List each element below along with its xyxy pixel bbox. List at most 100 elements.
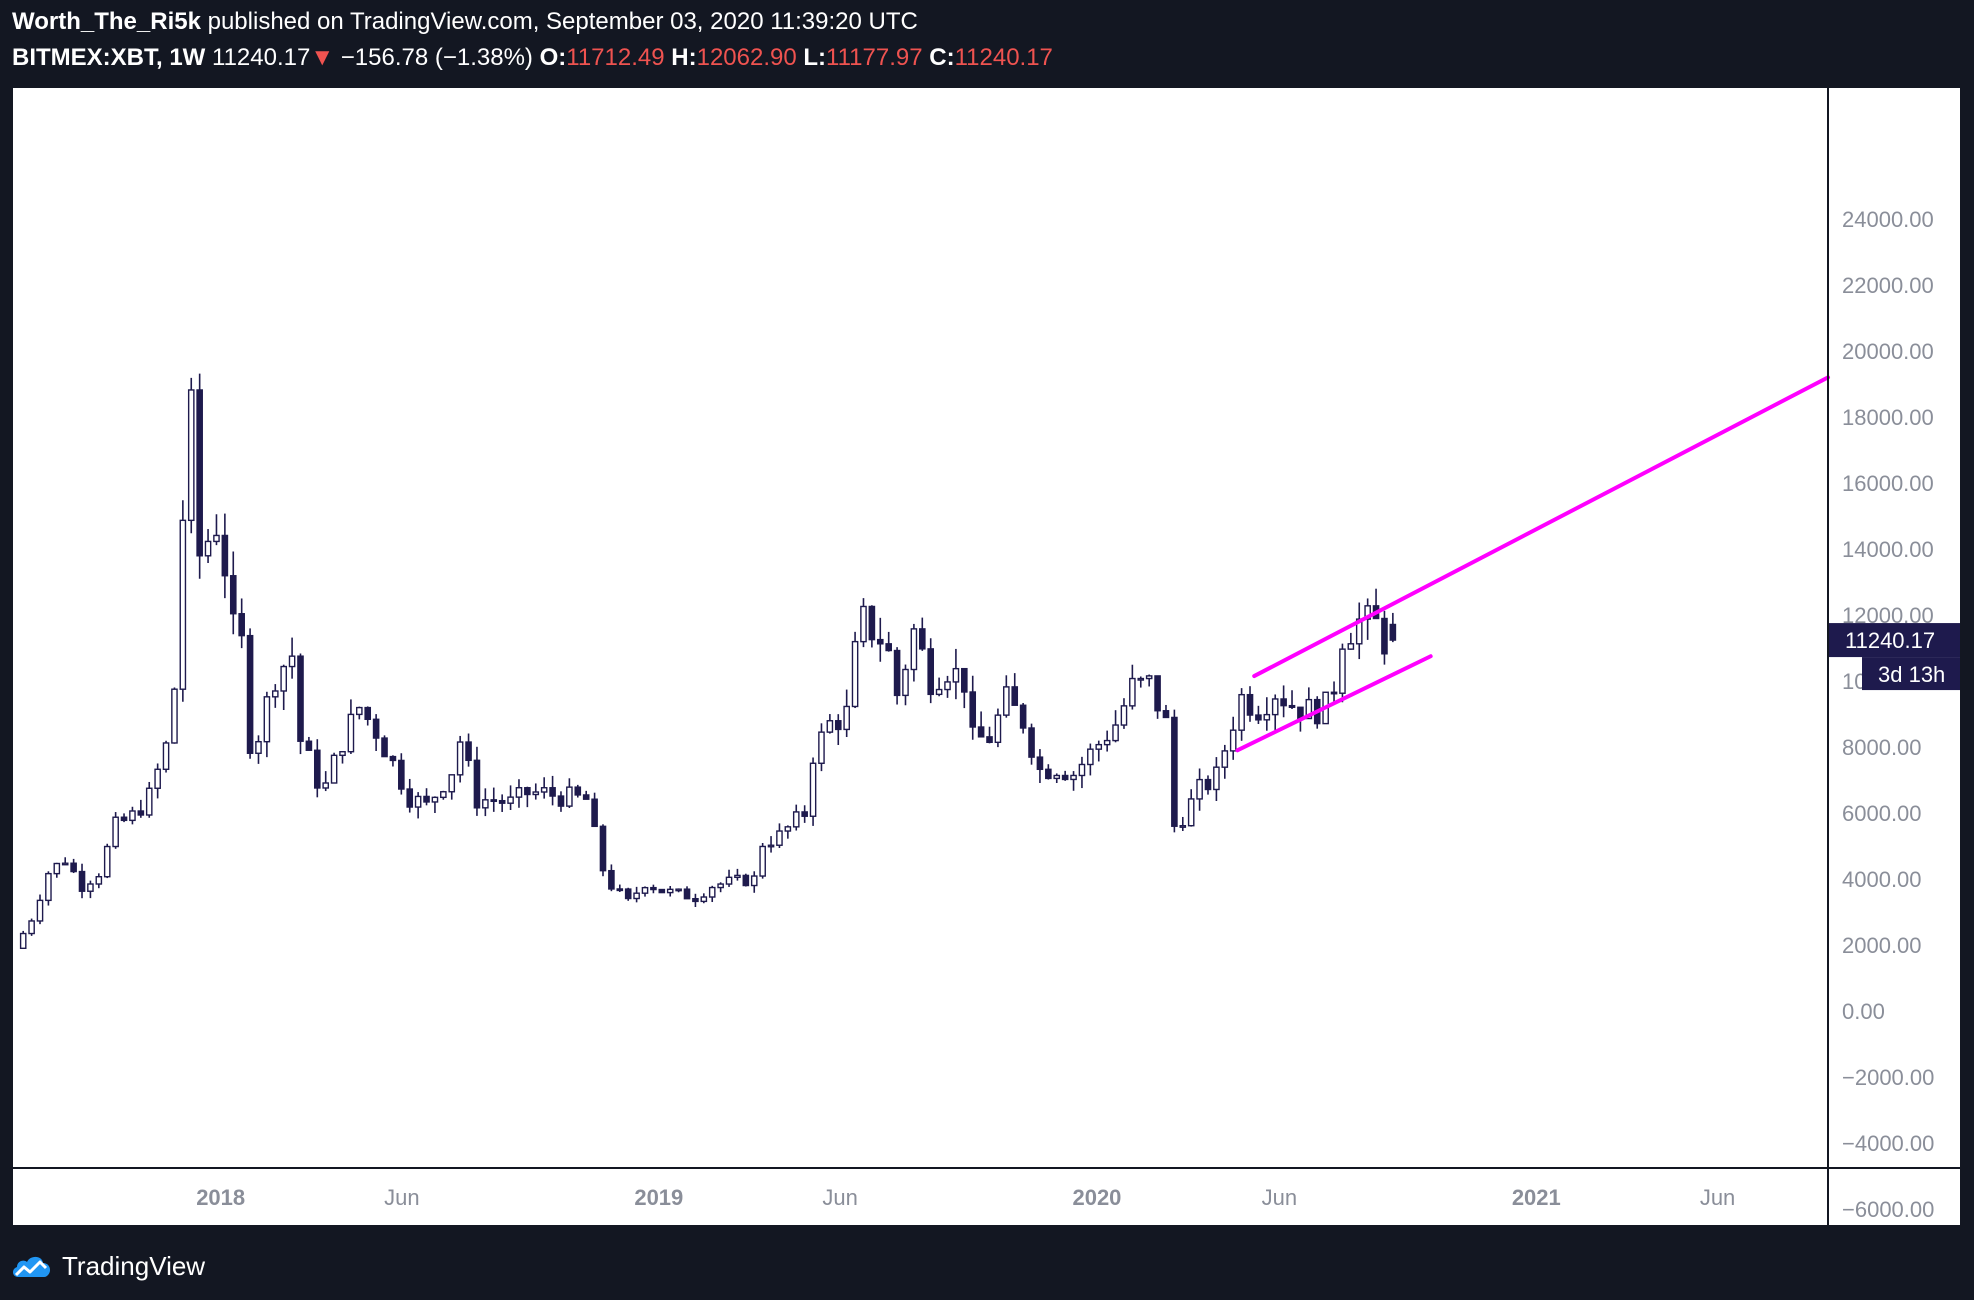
candle-body bbox=[1003, 686, 1010, 716]
candle-body bbox=[221, 534, 229, 577]
candle-body bbox=[532, 791, 540, 796]
candle-body bbox=[1229, 729, 1237, 752]
y-tick-label: 2000.00 bbox=[1842, 933, 1922, 958]
x-tick-label: Jun bbox=[384, 1185, 419, 1210]
candle-body bbox=[1028, 727, 1035, 758]
candle-body bbox=[280, 665, 287, 692]
y-tick-label: 20000.00 bbox=[1842, 339, 1934, 364]
candle-body bbox=[1196, 778, 1203, 800]
candle-body bbox=[406, 788, 414, 808]
candle-body bbox=[431, 796, 439, 803]
candle-body bbox=[1061, 774, 1069, 781]
x-tick-label: 2021 bbox=[1512, 1185, 1561, 1210]
brand-name[interactable]: TradingView bbox=[62, 1250, 206, 1281]
candle-body bbox=[1129, 677, 1136, 707]
candle-body bbox=[1271, 698, 1279, 716]
countdown-tag-label: 3d 13h bbox=[1878, 662, 1945, 687]
candles-layer bbox=[19, 373, 1397, 950]
candle-body bbox=[213, 534, 220, 543]
candle-body bbox=[53, 862, 61, 875]
down-arrow-icon: ▼ bbox=[310, 44, 335, 71]
x-tick-label: 2018 bbox=[196, 1185, 245, 1210]
candle-body bbox=[566, 786, 573, 807]
candle-body bbox=[977, 726, 985, 738]
candle-body bbox=[440, 791, 447, 799]
candle-body bbox=[322, 782, 330, 789]
candle-body bbox=[95, 876, 103, 885]
time-axis: 2018 Jun 2019 Jun 2020 Jun 2021 Jun bbox=[196, 1185, 1735, 1210]
candle-body bbox=[1221, 750, 1229, 768]
candle-body bbox=[473, 759, 481, 809]
candle-body bbox=[120, 816, 128, 822]
high-value: 12062.90 bbox=[696, 44, 797, 71]
candle-body bbox=[36, 899, 44, 922]
candle-body bbox=[271, 690, 279, 698]
y-tick-label: 14000.00 bbox=[1842, 537, 1934, 562]
price-chart[interactable]: 24000.00 22000.00 20000.00 18000.00 16000.00… bbox=[13, 88, 1960, 1225]
trendline-upper bbox=[1252, 375, 1830, 679]
candle-body bbox=[944, 681, 951, 691]
y-tick-label: 16000.00 bbox=[1842, 471, 1934, 496]
candle-body bbox=[524, 787, 531, 796]
candle-body bbox=[1280, 698, 1287, 707]
candle-body bbox=[658, 888, 666, 894]
candle-body bbox=[414, 795, 422, 808]
x-tick-label: Jun bbox=[822, 1185, 857, 1210]
candle-body bbox=[1381, 617, 1388, 655]
low-value: 11177.97 bbox=[826, 44, 923, 71]
candle-body bbox=[969, 691, 977, 728]
candle-body bbox=[557, 795, 565, 807]
candle-body bbox=[683, 888, 691, 900]
candle-body bbox=[229, 575, 237, 615]
candle-body bbox=[1137, 677, 1145, 681]
candle-body bbox=[1095, 743, 1103, 750]
candle-body bbox=[45, 872, 52, 902]
candle-body bbox=[490, 799, 498, 803]
candle-body bbox=[112, 816, 119, 848]
candle-body bbox=[860, 605, 867, 643]
candle-body bbox=[1179, 825, 1187, 828]
candle-body bbox=[776, 830, 783, 846]
candle-body bbox=[196, 389, 203, 557]
candle-body bbox=[1171, 716, 1178, 827]
candle-body bbox=[1355, 618, 1363, 645]
candle-body bbox=[1347, 643, 1355, 650]
candle-body bbox=[801, 811, 808, 817]
trendline-lower bbox=[1235, 654, 1433, 753]
candle-body bbox=[692, 897, 699, 903]
candle-body bbox=[1120, 705, 1128, 726]
candle-body bbox=[297, 655, 304, 742]
candle-body bbox=[179, 519, 187, 690]
candle-body bbox=[927, 648, 935, 696]
candle-body bbox=[103, 845, 111, 878]
candle-body bbox=[893, 649, 901, 697]
candle-body bbox=[456, 741, 464, 776]
candle-body bbox=[1263, 713, 1271, 721]
y-tick-label: 6000.00 bbox=[1842, 801, 1922, 826]
candle-body bbox=[540, 787, 548, 793]
last-price: 11240.17 bbox=[212, 44, 311, 71]
candle-body bbox=[1103, 739, 1111, 746]
chart-area[interactable]: 24000.00 22000.00 20000.00 18000.00 16000.00… bbox=[13, 88, 1960, 1225]
candle-body bbox=[1204, 778, 1212, 791]
candle-body bbox=[1246, 693, 1254, 716]
candle-body bbox=[1330, 691, 1338, 695]
candle-body bbox=[708, 886, 716, 898]
candle-body bbox=[1213, 766, 1220, 791]
candle-body bbox=[650, 886, 657, 891]
price-tags: 11240.17 3d 13h bbox=[1829, 623, 1960, 691]
close-value: 11240.17 bbox=[954, 44, 1053, 71]
candle-body bbox=[750, 875, 758, 887]
x-tick-label: 2020 bbox=[1072, 1185, 1121, 1210]
y-tick-label: 18000.00 bbox=[1842, 405, 1934, 430]
candle-body bbox=[784, 826, 792, 832]
candle-body bbox=[961, 667, 968, 693]
author-name[interactable]: Worth_The_Ri5k bbox=[12, 8, 201, 35]
candle-body bbox=[700, 896, 708, 903]
candle-body bbox=[1053, 774, 1061, 780]
candle-body bbox=[154, 768, 161, 789]
candle-body bbox=[1305, 698, 1313, 720]
candle-body bbox=[171, 688, 178, 744]
candle-body bbox=[826, 720, 834, 733]
tradingview-cloud-icon[interactable] bbox=[10, 1251, 54, 1281]
